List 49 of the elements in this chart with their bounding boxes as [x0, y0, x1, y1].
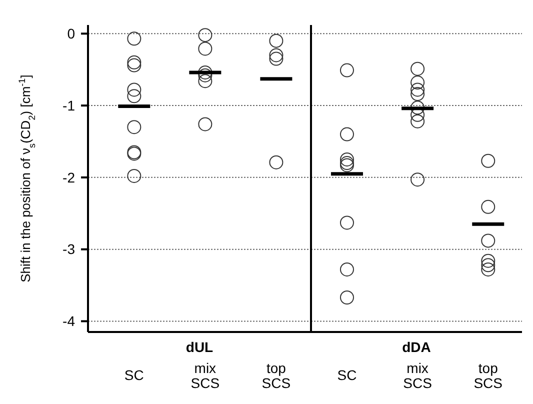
point — [410, 62, 425, 76]
point — [127, 55, 142, 70]
point — [127, 32, 142, 46]
x-tick-label: top SCS — [262, 360, 291, 391]
point — [127, 168, 142, 183]
point — [481, 254, 496, 268]
point — [340, 127, 354, 142]
point — [269, 34, 284, 48]
point — [340, 216, 354, 230]
point — [127, 58, 142, 72]
y-tick-label: -2 — [62, 169, 76, 186]
y-tick-label: -1 — [62, 97, 76, 114]
point — [340, 152, 354, 166]
point — [198, 42, 212, 56]
point — [340, 63, 354, 78]
point — [269, 155, 284, 170]
point — [198, 68, 212, 82]
y-tick-label: -4 — [62, 313, 76, 330]
x-axis-title: dUL — [186, 339, 214, 355]
y-tick-label: -3 — [62, 241, 76, 258]
point — [481, 258, 496, 272]
point — [410, 82, 425, 97]
point — [481, 154, 496, 168]
point — [481, 200, 496, 214]
point — [198, 74, 212, 88]
y-tick-label: 0 — [67, 26, 76, 42]
point — [410, 100, 425, 115]
x-tick-label: mix SCS — [190, 360, 220, 391]
x-axis-title: dDA — [402, 339, 431, 355]
point — [481, 234, 496, 248]
point — [127, 89, 142, 104]
point — [410, 87, 425, 102]
point — [269, 48, 284, 62]
point — [481, 262, 496, 276]
point — [198, 65, 212, 80]
point — [269, 52, 284, 66]
x-tick-label: SC — [124, 367, 144, 383]
point — [410, 114, 425, 128]
point — [340, 290, 354, 304]
point — [340, 262, 354, 276]
point — [410, 172, 425, 187]
point — [127, 120, 142, 134]
point — [410, 76, 425, 90]
point — [198, 117, 212, 132]
point — [127, 82, 142, 97]
x-tick-label: SC — [337, 367, 357, 383]
x-tick-label: top SCS — [474, 360, 503, 391]
point — [198, 28, 212, 42]
x-tick-label: mix SCS — [403, 360, 432, 391]
